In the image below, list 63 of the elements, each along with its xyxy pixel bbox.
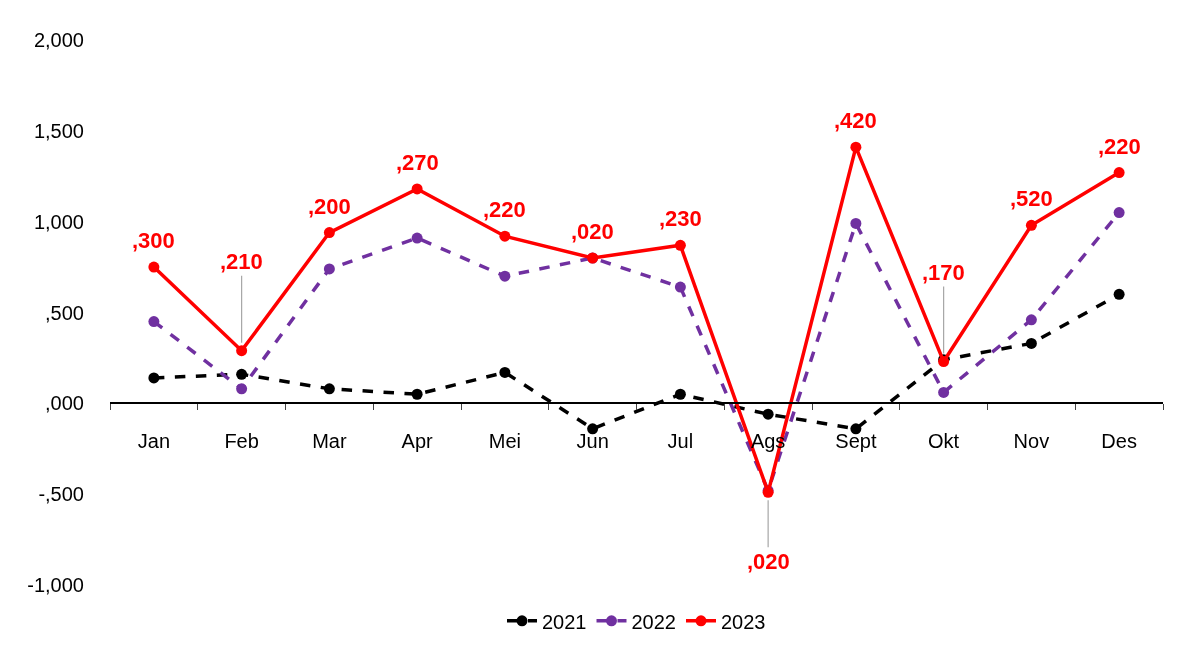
legend-label: 2021 bbox=[542, 610, 587, 633]
point bbox=[148, 372, 160, 384]
y-tick-label: 2,000 bbox=[33, 29, 84, 51]
x-tick-label: Apr bbox=[401, 430, 434, 453]
annotation: ,220 bbox=[483, 197, 526, 222]
y-tick-label: ,000 bbox=[45, 392, 84, 415]
annotation: ,170 bbox=[922, 260, 965, 285]
y-tick-label: 1,500 bbox=[33, 119, 84, 142]
point bbox=[323, 263, 335, 275]
x-tick-label: Mei bbox=[488, 430, 521, 453]
point bbox=[411, 183, 423, 195]
point bbox=[674, 281, 686, 293]
point bbox=[1025, 314, 1037, 326]
point bbox=[323, 227, 335, 239]
annotation: ,420 bbox=[834, 108, 877, 133]
point bbox=[499, 366, 511, 378]
y-tick-label: ,500 bbox=[45, 301, 84, 324]
annotation: ,300 bbox=[132, 228, 175, 253]
x-tick-label: Nov bbox=[1013, 430, 1050, 453]
point bbox=[1025, 337, 1037, 349]
x-tick-label: Jun bbox=[576, 430, 609, 453]
point bbox=[499, 270, 511, 282]
point bbox=[499, 230, 511, 242]
point bbox=[850, 217, 862, 229]
point bbox=[1025, 219, 1037, 231]
point bbox=[938, 386, 950, 398]
annotation: ,220 bbox=[1098, 134, 1141, 159]
point bbox=[148, 316, 160, 328]
x-tick-label: Okt bbox=[928, 430, 960, 453]
annotation: ,520 bbox=[1010, 186, 1053, 211]
annotation: ,210 bbox=[220, 249, 263, 274]
point bbox=[850, 141, 862, 153]
point bbox=[411, 388, 423, 400]
legend-label: 2022 bbox=[631, 610, 676, 633]
point bbox=[1113, 167, 1125, 179]
point bbox=[674, 388, 686, 400]
point bbox=[323, 383, 335, 395]
annotation: ,200 bbox=[308, 194, 351, 219]
x-tick-label: Jan bbox=[137, 430, 171, 453]
x-tick-label: Mar bbox=[312, 430, 347, 453]
legend-label: 2023 bbox=[721, 610, 766, 633]
point bbox=[236, 383, 248, 395]
point bbox=[1113, 288, 1125, 300]
point bbox=[411, 232, 423, 244]
annotation: ,270 bbox=[396, 150, 439, 175]
annotation: ,230 bbox=[659, 206, 702, 231]
y-tick-label: 1,000 bbox=[33, 210, 84, 233]
annotation: ,020 bbox=[747, 549, 790, 574]
point bbox=[850, 423, 862, 435]
x-tick-label: Jul bbox=[667, 430, 694, 453]
y-tick-label: -1,000 bbox=[27, 574, 84, 596]
x-tick-label: Sept bbox=[835, 430, 877, 453]
point bbox=[1113, 207, 1125, 219]
point bbox=[762, 408, 774, 420]
y-tick-label: -,500 bbox=[38, 483, 84, 506]
point bbox=[148, 261, 160, 273]
point bbox=[674, 239, 686, 251]
point bbox=[236, 345, 248, 357]
annotation: ,020 bbox=[571, 219, 614, 244]
point bbox=[236, 368, 248, 380]
x-tick-label: Feb bbox=[224, 430, 259, 453]
x-tick-label: Des bbox=[1101, 430, 1137, 453]
point bbox=[587, 423, 599, 435]
